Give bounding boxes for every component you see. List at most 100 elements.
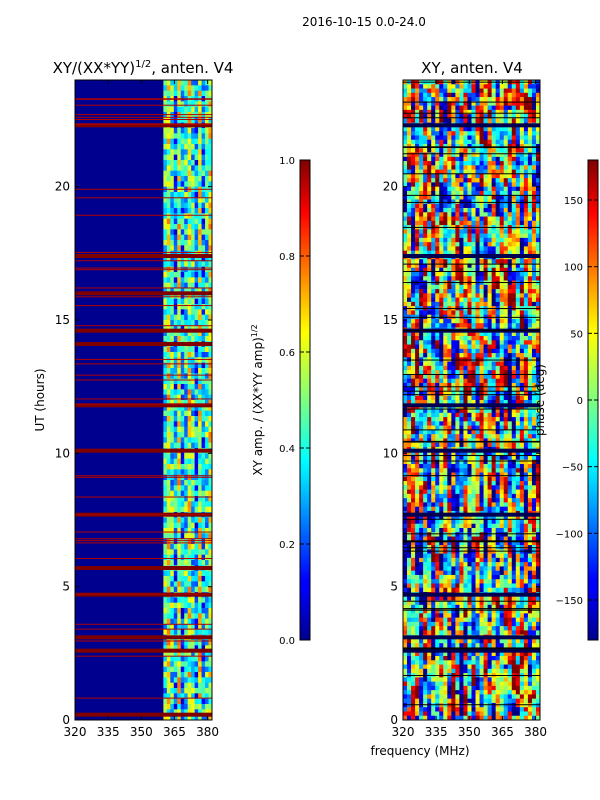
phase-cell (475, 297, 480, 303)
phase-cell (415, 109, 420, 115)
phase-cell (419, 434, 424, 439)
phase-cell (423, 344, 428, 350)
amplitude-cell (170, 362, 175, 369)
phase-cell (467, 126, 472, 132)
phase-cell (463, 212, 468, 217)
amplitude-cell (170, 506, 175, 513)
phase-cell (479, 310, 484, 315)
amplitude-cell (163, 714, 168, 721)
phase-cell (475, 263, 480, 269)
phase-cell (475, 118, 480, 123)
phase-cell (467, 208, 472, 213)
phase-cell (463, 638, 468, 644)
phase-cell (439, 301, 444, 307)
phase-cell (411, 331, 416, 337)
phase-cell (415, 310, 420, 315)
phase-cell (427, 297, 432, 303)
phase-cell (479, 429, 484, 435)
phase-cell (439, 685, 444, 691)
amplitude-cell (187, 165, 192, 171)
phase-cell (403, 604, 408, 610)
amplitude-cell (208, 480, 213, 486)
amplitude-cell (194, 117, 199, 123)
phase-cell (443, 604, 448, 610)
phase-cell (459, 374, 464, 379)
phase-cell (447, 664, 452, 670)
amplitude-cell (180, 549, 185, 555)
phase-cell (459, 212, 464, 217)
phase-cell (431, 182, 436, 187)
phase-cell (427, 664, 432, 670)
amplitude-cell (201, 362, 206, 369)
phase-cell (427, 395, 432, 401)
amplitude-flag-line (75, 374, 212, 376)
phase-cell (451, 523, 456, 529)
amplitude-cell (170, 624, 175, 630)
amplitude-cell (163, 144, 168, 150)
amplitude-cell (194, 549, 199, 555)
phase-cell (447, 476, 452, 482)
amplitude-cell (184, 458, 188, 465)
phase-cell (443, 715, 448, 721)
phase-cell (431, 630, 436, 635)
amplitude-cell (166, 165, 171, 171)
phase-cell (403, 395, 408, 401)
amplitude-cell (170, 272, 175, 278)
phase-cell (419, 604, 424, 610)
amplitude-cell (198, 85, 202, 91)
phase-cell (455, 711, 460, 717)
phase-cell (403, 481, 408, 486)
phase-cell (423, 574, 428, 580)
phase-cell (407, 344, 412, 350)
phase-cell (443, 344, 448, 350)
phase-cell (463, 276, 468, 281)
phase-cell (471, 289, 476, 294)
amplitude-cell (191, 442, 195, 449)
amplitude-cell (184, 288, 188, 294)
amplitude-cell (166, 325, 171, 331)
phase-cell (411, 681, 416, 687)
amplitude-cell (173, 560, 178, 566)
phase-cell (427, 382, 432, 388)
amplitude-cell (205, 613, 209, 619)
amplitude-cell (177, 90, 182, 97)
phase-cell (451, 156, 456, 162)
phase-cell (475, 169, 480, 175)
phase-cell (471, 374, 476, 379)
amplitude-cell (198, 368, 202, 374)
phase-cell (483, 429, 488, 435)
amplitude-cell (208, 661, 213, 667)
phase-cell (419, 378, 424, 384)
phase-cell (479, 203, 484, 209)
phase-cell (479, 276, 484, 281)
phase-cell (411, 621, 416, 627)
phase-cell (447, 464, 452, 469)
amplitude-cell (163, 581, 168, 587)
phase-cell (435, 583, 440, 589)
amplitude-cell (194, 197, 199, 203)
phase-cell (483, 481, 488, 486)
phase-cell (419, 476, 424, 482)
phase-cell (479, 331, 484, 337)
amplitude-cell (194, 80, 199, 86)
phase-cell (463, 92, 468, 98)
phase-cell (467, 229, 472, 234)
phase-cell (479, 216, 484, 222)
amplitude-cell (208, 202, 213, 209)
phase-cell (415, 220, 420, 226)
phase-cell (415, 97, 420, 102)
amplitude-cell (180, 608, 185, 614)
phase-cell (431, 374, 436, 379)
phase-cell (415, 348, 420, 354)
phase-cell (419, 105, 424, 111)
phase-cell (415, 651, 420, 657)
amplitude-cell (177, 602, 182, 609)
phase-cell (435, 310, 440, 315)
phase-cell (423, 668, 428, 674)
phase-cell (403, 715, 408, 721)
amplitude-cell (208, 677, 213, 683)
phase-cell (415, 173, 420, 179)
phase-cell (407, 165, 412, 170)
phase-cell (443, 613, 448, 618)
phase-cell (447, 267, 452, 273)
